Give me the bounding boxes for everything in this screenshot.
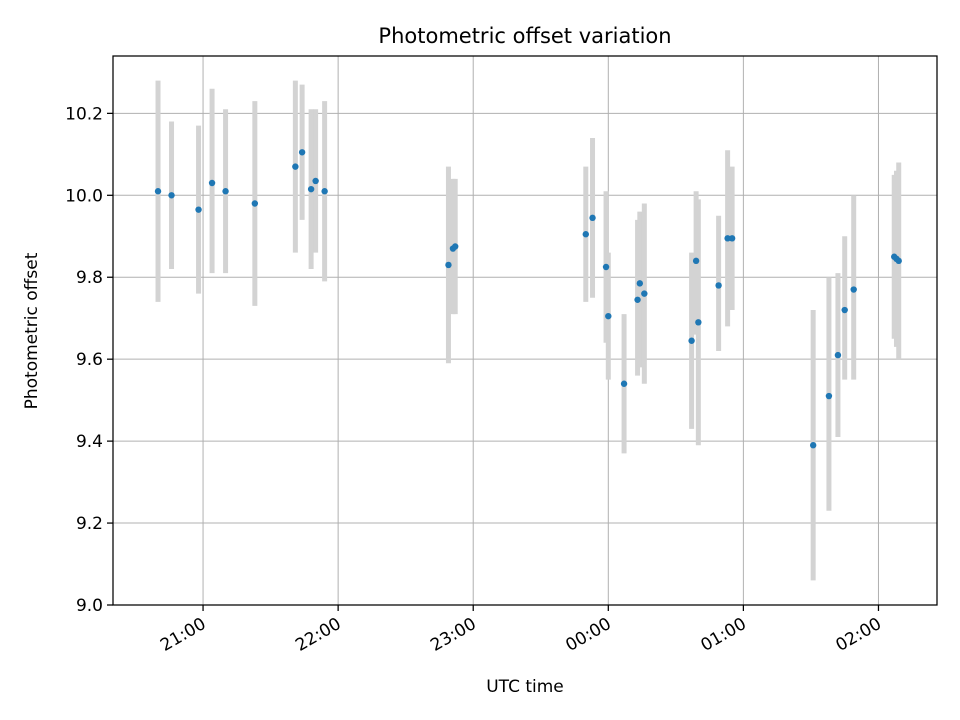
y-tick-label: 9.2 xyxy=(76,514,103,534)
y-tick-label: 10.2 xyxy=(65,104,103,124)
data-point xyxy=(298,149,306,156)
data-point xyxy=(602,263,610,271)
grid-lines xyxy=(113,56,937,606)
x-tick-label: 21:00 xyxy=(157,614,209,656)
data-point xyxy=(850,286,857,293)
data-point xyxy=(634,296,641,303)
data-point xyxy=(312,177,319,185)
data-point xyxy=(728,235,736,242)
x-tick-label: 23:00 xyxy=(427,614,479,656)
data-point xyxy=(724,235,731,242)
data-point xyxy=(222,188,229,195)
data-point xyxy=(589,214,596,222)
data-point xyxy=(445,261,452,269)
data-points xyxy=(154,149,902,449)
data-point xyxy=(641,290,648,297)
data-point xyxy=(841,306,848,314)
data-point xyxy=(452,243,459,250)
data-point xyxy=(825,392,833,400)
x-tick-label: 02:00 xyxy=(833,614,885,656)
data-point xyxy=(636,280,644,287)
chart-title: Photometric offset variation xyxy=(378,24,671,48)
error-bars xyxy=(155,80,902,581)
data-point xyxy=(895,257,902,265)
data-point xyxy=(251,200,259,207)
data-point xyxy=(620,380,628,387)
data-point xyxy=(688,337,695,344)
x-axis-ticks: 21:00 22:00 23:00 00:00 01:00 02:00 xyxy=(157,605,885,656)
y-axis-label: Photometric offset xyxy=(22,252,42,409)
data-point xyxy=(154,188,162,195)
data-point xyxy=(168,192,175,199)
y-axis-ticks: 9.0 9.2 9.4 9.6 9.8 10.0 10.2 xyxy=(65,104,113,616)
y-tick-label: 9.0 xyxy=(76,596,103,616)
data-point xyxy=(692,257,700,265)
data-point xyxy=(834,351,842,359)
y-tick-label: 9.6 xyxy=(76,350,103,370)
x-axis-label: UTC time xyxy=(486,677,564,697)
data-point xyxy=(715,282,722,289)
plot-area-frame xyxy=(112,55,938,606)
y-tick-label: 9.4 xyxy=(76,432,103,452)
data-point xyxy=(321,188,328,195)
y-tick-label: 10.0 xyxy=(65,186,103,206)
x-tick-label: 22:00 xyxy=(292,614,344,656)
data-point xyxy=(582,231,589,238)
data-point xyxy=(307,185,315,193)
data-point xyxy=(195,206,202,213)
data-point xyxy=(809,442,817,449)
data-point xyxy=(292,163,299,170)
x-tick-label: 01:00 xyxy=(697,614,749,656)
data-point xyxy=(605,312,612,320)
data-point xyxy=(695,319,702,326)
data-point xyxy=(208,179,216,187)
x-tick-label: 00:00 xyxy=(562,614,614,656)
y-tick-label: 9.8 xyxy=(76,268,103,288)
